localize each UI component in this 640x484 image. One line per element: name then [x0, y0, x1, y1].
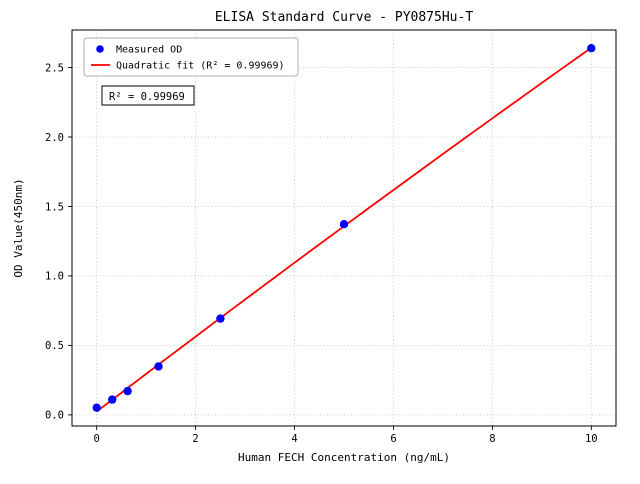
x-tick-label: 6	[390, 433, 396, 445]
x-tick-label: 8	[489, 433, 495, 445]
data-point	[108, 395, 117, 404]
data-point	[92, 403, 101, 412]
data-point	[154, 362, 163, 371]
r-squared-annotation: R² = 0.99969	[101, 85, 195, 106]
measured-od-points	[92, 44, 596, 412]
x-tick-label: 10	[585, 433, 598, 445]
y-tick-label: 0.0	[45, 410, 64, 422]
data-point	[216, 314, 225, 323]
r-squared-text: R² = 0.99969	[109, 91, 185, 103]
legend: Measured OD Quadratic fit (R² = 0.99969)	[83, 37, 299, 77]
chart-title: ELISA Standard Curve - PY0875Hu-T	[215, 10, 473, 25]
y-tick-label: 2.5	[45, 62, 64, 74]
x-axis-label: Human FECH Concentration (ng/mL)	[238, 451, 450, 464]
data-point	[123, 386, 132, 396]
data-point	[587, 44, 596, 53]
y-tick-label: 1.5	[45, 201, 64, 213]
grid	[72, 30, 616, 426]
y-tick-label: 1.0	[45, 271, 64, 283]
legend-box	[83, 37, 299, 77]
x-axis: 0 2 4 6 8 10	[94, 426, 598, 445]
plot-frame	[71, 29, 617, 427]
legend-marker-measured-od	[96, 45, 104, 53]
y-tick-label: 0.5	[45, 340, 64, 352]
x-tick-label: 4	[291, 433, 297, 445]
data-point	[339, 220, 349, 229]
legend-label-measured-od: Measured OD	[116, 45, 182, 56]
x-tick-label: 2	[192, 433, 198, 445]
x-tick-label: 0	[94, 433, 100, 445]
y-tick-label: 2.0	[45, 132, 64, 144]
y-axis: 0.0 0.5 1.0 1.5 2.0 2.5	[45, 62, 72, 422]
r-squared-box	[101, 85, 195, 106]
y-axis-label: OD Value(450nm)	[12, 178, 25, 277]
legend-label-fit-line: Quadratic fit (R² = 0.99969)	[116, 61, 285, 72]
